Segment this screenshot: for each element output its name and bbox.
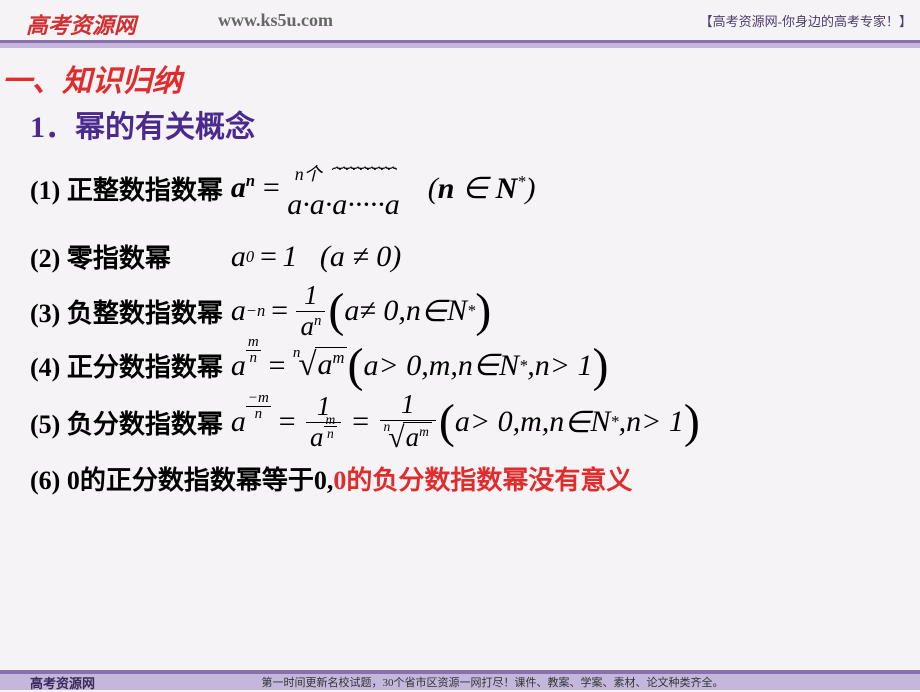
item-2-label: (2) 零指数幂 <box>30 238 171 275</box>
item-4-label: (4) 正分数指数幂 <box>30 347 223 384</box>
item-2: (2) 零指数幂 a0 = 1 (a ≠ 0) <box>30 238 900 275</box>
item-6-note: 0的负分数指数幂没有意义 <box>333 460 632 497</box>
formula-2: a0 = 1 (a ≠ 0) <box>231 240 401 274</box>
formula-1: an = n个 ⏞⏞⏞⏞⏞⏞⏞⏞⏞ a·a·a·····a (n ∈ N*) <box>231 154 536 222</box>
section-subtitle: 1．幂的有关概念 <box>30 102 900 146</box>
item-5: (5) 负分数指数幂 a−mn = 1amn = 1n√am (a > 0, m… <box>30 390 900 454</box>
item-6-label: (6) 0的正分数指数幂等于0, <box>30 460 333 497</box>
site-url: www.ks5u.com <box>218 10 333 31</box>
item-3: (3) 负整数指数幂 a−n = 1an (a ≠ 0, n ∈ N*) <box>30 281 900 341</box>
slide-content: 一、知识归纳 1．幂的有关概念 (1) 正整数指数幂 an = n个 ⏞⏞⏞⏞⏞… <box>0 48 920 513</box>
item-1: (1) 正整数指数幂 an = n个 ⏞⏞⏞⏞⏞⏞⏞⏞⏞ a·a·a·····a… <box>30 154 900 222</box>
item-6: (6) 0的正分数指数幂等于0, 0的负分数指数幂没有意义 <box>30 460 900 497</box>
page-header: www.ks5u.com 【高考资源网-你身边的高考专家！】 <box>0 0 920 40</box>
section-title: 一、知识归纳 <box>2 56 900 100</box>
watermark-overlay: 高考资源网 <box>26 8 136 40</box>
formula-4: amn = n√am (a > 0, m,n ∈ N*, n > 1) <box>231 347 609 384</box>
item-5-label: (5) 负分数指数幂 <box>30 404 223 441</box>
page-footer: 高考资源网 第一时间更新名校试题，30个省市区资源一网打尽！课件、教案、学案、素… <box>0 670 920 690</box>
formula-3: a−n = 1an (a ≠ 0, n ∈ N*) <box>231 281 491 341</box>
header-tagline: 【高考资源网-你身边的高考专家！】 <box>700 11 912 30</box>
footer-left: 高考资源网 <box>30 673 95 692</box>
item-4: (4) 正分数指数幂 amn = n√am (a > 0, m,n ∈ N*, … <box>30 347 900 384</box>
footer-mid: 第一时间更新名校试题，30个省市区资源一网打尽！课件、教案、学案、素材、论文种类… <box>95 674 890 690</box>
item-3-label: (3) 负整数指数幂 <box>30 293 223 330</box>
item-1-label: (1) 正整数指数幂 <box>30 170 223 207</box>
formula-5: a−mn = 1amn = 1n√am (a > 0, m,n ∈ N*, n … <box>231 390 700 454</box>
